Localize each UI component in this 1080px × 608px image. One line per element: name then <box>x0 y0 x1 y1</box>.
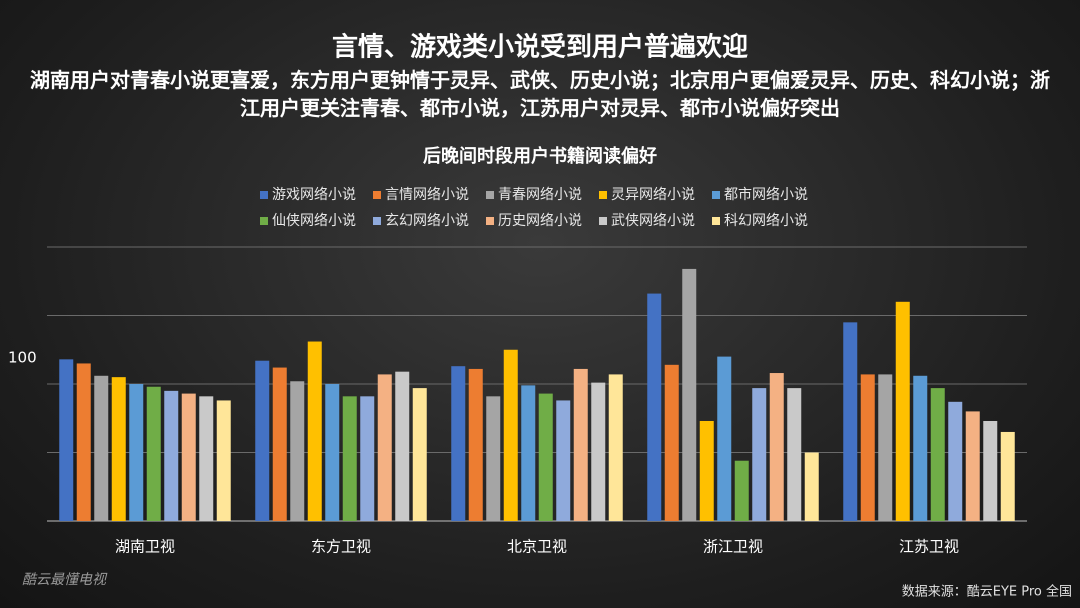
bar <box>486 396 501 521</box>
bar <box>717 356 732 521</box>
bar <box>521 385 536 521</box>
bar <box>290 381 305 521</box>
bar <box>451 366 466 521</box>
bar <box>895 301 910 521</box>
chart-title: 后晚间时段用户书籍阅读偏好 <box>423 145 657 167</box>
bar <box>804 452 819 521</box>
bar <box>664 364 679 521</box>
x-tick-label: 江苏卫视 <box>899 538 959 556</box>
legend-swatch <box>260 217 268 225</box>
legend-label: 仙侠网络小说 <box>272 213 356 229</box>
legend-swatch <box>260 191 268 199</box>
legend-swatch <box>712 191 720 199</box>
bar <box>307 341 322 521</box>
bar <box>272 367 287 521</box>
legend-label: 都市网络小说 <box>724 186 808 203</box>
legend-swatch <box>373 191 381 199</box>
bar <box>734 460 749 521</box>
legend-swatch <box>599 217 607 225</box>
legend-swatch <box>373 217 381 225</box>
subtitle: 湖南用户对青春小说更喜爱，东方用户更钟情于灵异、武侠、历史小说；北京用户更偏爱灵… <box>30 68 1050 120</box>
legend-label: 言情网络小说 <box>385 187 469 203</box>
legend-label: 青春网络小说 <box>498 187 582 203</box>
watermark: 酷云最懂电视 <box>22 572 108 588</box>
bar <box>129 384 144 521</box>
bar <box>325 384 340 521</box>
x-tick-label: 北京卫视 <box>507 538 567 556</box>
bar <box>948 401 963 521</box>
bar <box>216 400 231 521</box>
bar <box>556 400 571 521</box>
legend-swatch <box>486 217 494 225</box>
y-tick-label: 100 <box>8 349 37 367</box>
bar <box>503 349 518 521</box>
bar <box>360 396 375 521</box>
legend-swatch <box>599 191 607 199</box>
bar <box>682 268 697 521</box>
bar <box>146 386 161 521</box>
bar <box>94 375 109 521</box>
bar <box>468 368 483 521</box>
bar <box>181 393 196 521</box>
bar <box>412 388 427 521</box>
bar <box>983 420 998 521</box>
bar <box>878 374 893 521</box>
bar <box>843 322 858 521</box>
legend-label: 历史网络小说 <box>498 213 582 229</box>
legend-label: 科幻网络小说 <box>724 213 808 229</box>
bar <box>699 420 714 521</box>
bar <box>164 390 179 521</box>
bar <box>377 374 392 521</box>
legend-label: 游戏网络小说 <box>272 187 356 203</box>
x-tick-label: 东方卫视 <box>311 538 371 556</box>
bar <box>591 382 606 521</box>
bar <box>752 388 767 521</box>
bar <box>199 396 214 521</box>
legend-label: 灵异网络小说 <box>611 187 695 203</box>
bar <box>76 363 91 521</box>
legend-swatch <box>486 191 494 199</box>
bar <box>1000 431 1015 521</box>
bar <box>930 388 945 521</box>
legend-label: 玄幻网络小说 <box>385 212 469 229</box>
bar <box>769 373 784 521</box>
source: 数据来源：酷云EYE Pro 全国 <box>902 584 1072 600</box>
bar <box>342 396 357 521</box>
bar <box>111 377 126 521</box>
bar <box>573 368 588 521</box>
bar <box>647 293 662 521</box>
legend-swatch <box>712 217 720 225</box>
bar <box>787 388 802 521</box>
legend-label: 武侠网络小说 <box>611 213 695 229</box>
bar <box>59 359 74 521</box>
bar <box>965 411 980 521</box>
bar <box>395 371 410 521</box>
bar <box>255 360 270 521</box>
bar <box>913 375 928 521</box>
bar <box>538 393 553 521</box>
bar <box>608 374 623 521</box>
bar <box>860 374 875 521</box>
page-title: 言情、游戏类小说受到用户普遍欢迎 <box>332 32 748 63</box>
x-tick-label: 浙江卫视 <box>703 538 763 556</box>
x-tick-label: 湖南卫视 <box>115 538 175 556</box>
